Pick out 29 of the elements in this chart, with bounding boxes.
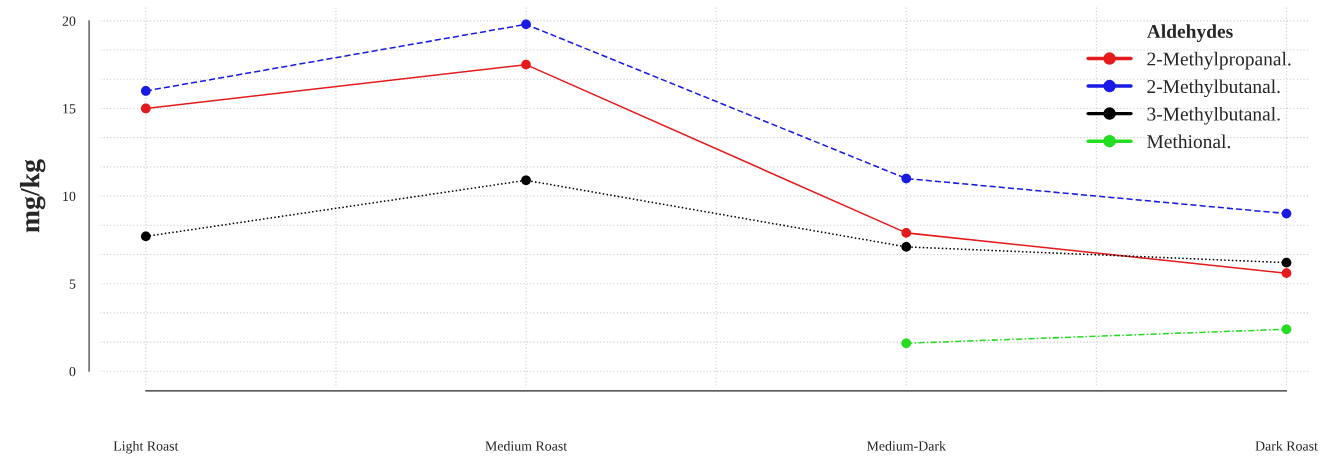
- x-tick-label: Light Roast: [113, 440, 179, 454]
- y-tick-label: 5: [69, 279, 76, 289]
- y-tick-label: 15: [63, 104, 76, 114]
- y-tick-label: 20: [62, 16, 76, 26]
- legend-title: Aldehydes: [1146, 24, 1233, 43]
- point: [140, 86, 151, 96]
- y-tick-label: 10: [63, 191, 76, 202]
- point: [901, 228, 912, 238]
- point: [1281, 324, 1292, 335]
- y-axis-title: mg/kg: [19, 159, 46, 233]
- x-tick-label: Dark Roast: [1255, 440, 1318, 451]
- legend-label: 2-Methylpropanal.: [1147, 51, 1291, 70]
- point: [521, 175, 531, 186]
- legend-label: Methional.: [1147, 134, 1231, 149]
- x-tick-label: Medium-Dark: [866, 440, 946, 451]
- legend-label: 3-Methylbutanal.: [1147, 106, 1280, 125]
- point: [1281, 268, 1292, 279]
- point: [901, 173, 912, 184]
- point: [521, 19, 531, 30]
- point: [140, 103, 151, 114]
- y-tick-label: 0: [69, 366, 76, 377]
- point: [1281, 208, 1292, 219]
- point: [140, 231, 151, 242]
- legend-label: 2-Methylbutanal.: [1147, 79, 1280, 98]
- point: [1281, 257, 1292, 268]
- x-tick-label: Medium Roast: [485, 440, 568, 451]
- point: [901, 338, 912, 349]
- point: [521, 59, 531, 70]
- point: [901, 242, 912, 252]
